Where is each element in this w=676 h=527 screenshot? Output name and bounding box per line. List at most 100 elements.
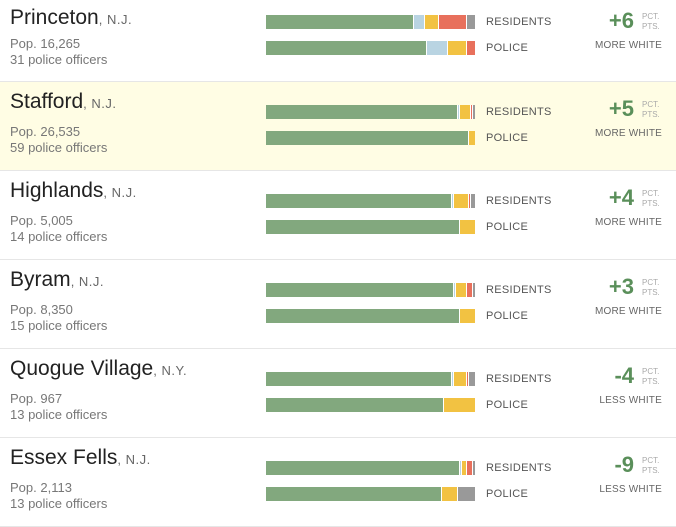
town-name-line: Stafford, N.J. (10, 90, 117, 114)
bar-segment-white (266, 283, 455, 297)
change-value: +4 (608, 185, 634, 210)
residents-stacked-bar (266, 372, 475, 386)
bar-segment-black (454, 283, 457, 297)
residents-bar-label: RESIDENTS (486, 195, 552, 207)
town-state: , N.J. (70, 274, 105, 289)
police-bar-label: POLICE (486, 132, 529, 144)
bar-segment-asian (466, 461, 473, 475)
police-stacked-bar (266, 309, 475, 323)
bar-segment-hispanic (443, 398, 475, 412)
police-stacked-bar (266, 487, 475, 501)
bar-segment-hispanic (468, 131, 475, 145)
police-bar-label: POLICE (486, 221, 529, 233)
bar-segment-hispanic (447, 41, 467, 55)
pct-unit-text: PCT. (642, 367, 660, 376)
town-name: Princeton (10, 6, 99, 29)
change-value: +5 (608, 96, 634, 121)
bar-segment-hispanic (441, 487, 459, 501)
officer-count-text: 14 police officers (10, 229, 108, 244)
bar-segment-other (472, 461, 475, 475)
bar-segment-other (466, 15, 475, 29)
pct-pts-unit: PCT. PTS. (642, 12, 660, 32)
residents-stacked-bar (266, 283, 475, 297)
bar-segment-white (266, 461, 461, 475)
town-row: Princeton, N.J. Pop. 16,265 31 police offi… (0, 0, 676, 82)
population-text: Pop. 26,535 (10, 124, 81, 139)
residents-bar-label: RESIDENTS (486, 284, 552, 296)
pts-unit-text: PTS. (642, 288, 660, 297)
police-bar-label: POLICE (486, 488, 529, 500)
town-name: Quogue Village (10, 357, 154, 380)
bar-segment-asian (439, 15, 467, 29)
bar-segment-hispanic (460, 220, 475, 234)
bar-segment-hispanic (462, 461, 467, 475)
bar-segment-white (266, 220, 461, 234)
officer-count-text: 15 police officers (10, 318, 108, 333)
pct-pts-unit: PCT. PTS. (642, 100, 660, 120)
town-name-line: Princeton, N.J. (10, 6, 132, 30)
bar-segment-white (266, 372, 452, 386)
residents-bar-label: RESIDENTS (486, 373, 552, 385)
town-state: , N.J. (117, 452, 151, 467)
bar-segment-hispanic (460, 105, 471, 119)
population-text: Pop. 8,350 (10, 302, 73, 317)
police-stacked-bar (266, 398, 475, 412)
pct-pts-unit: PCT. PTS. (642, 456, 660, 476)
bar-segment-white (266, 398, 444, 412)
officer-count-text: 13 police officers (10, 496, 108, 511)
town-row: Essex Fells, N.J. Pop. 2,113 13 police off… (0, 438, 676, 527)
bar-segment-black (458, 105, 461, 119)
bar-segment-asian (470, 105, 473, 119)
town-name: Byram (10, 268, 71, 291)
bar-segment-white (266, 194, 452, 208)
pts-unit-text: PTS. (642, 377, 660, 386)
officer-count-text: 31 police officers (10, 52, 108, 67)
residents-bar-label: RESIDENTS (486, 462, 552, 474)
bar-segment-asian (466, 372, 469, 386)
bar-segment-white (266, 41, 427, 55)
percentage-point-change: +6 PCT. PTS. MORE WHITE (595, 8, 666, 68)
residents-stacked-bar (266, 461, 475, 475)
residents-bar-label: RESIDENTS (486, 16, 552, 28)
town-name-line: Byram, N.J. (10, 268, 104, 292)
town-row: Byram, N.J. Pop. 8,350 15 police officers R… (0, 260, 676, 349)
percentage-point-change: -9 PCT. PTS. LESS WHITE (596, 452, 666, 512)
bar-segment-hispanic (454, 194, 469, 208)
town-state: , N.Y. (153, 363, 188, 378)
town-name-line: Highlands, N.J. (10, 179, 137, 203)
town-row: Quogue Village, N.Y. Pop. 967 13 police of… (0, 349, 676, 438)
change-value: -9 (614, 452, 634, 477)
town-row: Highlands, N.J. Pop. 5,005 14 police offic… (0, 171, 676, 260)
pct-unit-text: PCT. (642, 100, 660, 109)
bar-segment-hispanic (456, 283, 467, 297)
police-bar-label: POLICE (486, 399, 529, 411)
change-direction: LESS WHITE (599, 484, 662, 495)
percentage-point-change: +5 PCT. PTS. MORE WHITE (595, 96, 666, 156)
bar-segment-other (472, 105, 475, 119)
change-direction: MORE WHITE (595, 40, 662, 51)
bar-segment-asian (466, 283, 473, 297)
change-direction: MORE WHITE (595, 306, 662, 317)
bar-segment-black (426, 41, 448, 55)
pts-unit-text: PTS. (642, 199, 660, 208)
pct-unit-text: PCT. (642, 189, 660, 198)
bar-segment-black (452, 372, 455, 386)
bar-segment-black (452, 194, 455, 208)
bar-segment-other (470, 194, 475, 208)
residents-bar-label: RESIDENTS (486, 106, 552, 118)
pct-pts-unit: PCT. PTS. (642, 278, 660, 298)
bar-segment-other (468, 372, 475, 386)
change-direction: MORE WHITE (595, 128, 662, 139)
bar-segment-hispanic (460, 309, 475, 323)
bar-segment-white (266, 105, 459, 119)
pts-unit-text: PTS. (642, 466, 660, 475)
population-text: Pop. 967 (10, 391, 63, 406)
police-bar-label: POLICE (486, 42, 529, 54)
town-name-line: Quogue Village, N.Y. (10, 357, 187, 381)
town-name-line: Essex Fells, N.J. (10, 446, 151, 470)
bar-segment-asian (466, 41, 475, 55)
police-stacked-bar (266, 131, 475, 145)
change-direction: LESS WHITE (599, 395, 662, 406)
percentage-point-change: +4 PCT. PTS. MORE WHITE (595, 185, 666, 245)
